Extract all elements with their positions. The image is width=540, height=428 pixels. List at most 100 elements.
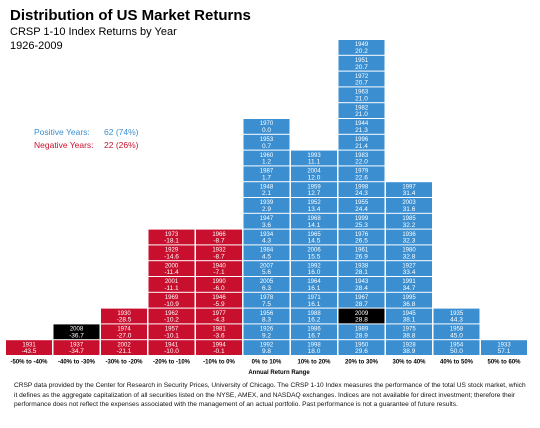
year-label: 1974 <box>117 327 131 333</box>
return-label: 1.2 <box>262 159 271 166</box>
year-label: 1999 <box>355 216 369 222</box>
return-label: 2.1 <box>262 190 271 197</box>
return-label: 28.8 <box>355 317 368 324</box>
year-block-rect <box>386 182 432 197</box>
year-label: 1935 <box>450 311 464 317</box>
year-block: 2008-36.7 <box>53 324 100 340</box>
return-label: 7.5 <box>262 301 271 308</box>
x-tick-label: 40% to 50% <box>440 360 474 366</box>
year-label: 2006 <box>307 248 321 254</box>
year-block-rect <box>148 277 195 292</box>
negative-years-label: Negative Years: <box>34 140 94 150</box>
year-label: 2005 <box>260 279 274 285</box>
return-label: -11.1 <box>164 285 179 292</box>
year-block-rect <box>338 308 385 324</box>
return-label: -8.7 <box>213 253 225 260</box>
return-label: -18.1 <box>164 238 179 245</box>
year-block-rect <box>291 277 337 292</box>
year-block-rect <box>338 324 385 340</box>
year-block-rect <box>53 340 100 355</box>
x-axis-title: Annual Return Range <box>248 370 310 376</box>
year-block-rect <box>243 340 290 355</box>
return-label: 38.8 <box>403 332 416 339</box>
return-label: 13.4 <box>308 206 321 213</box>
x-tick-label: -30% to -20% <box>105 360 143 366</box>
x-tick-label: -10% to 0% <box>203 360 235 366</box>
return-label: 20.7 <box>355 64 368 71</box>
return-label: -43.5 <box>22 348 37 355</box>
year-label: 1931 <box>22 342 36 348</box>
year-block: 1937-34.7 <box>53 340 100 355</box>
return-label: 5.6 <box>262 269 271 276</box>
year-block-rect <box>291 292 337 308</box>
year-block: 1940-7.1 <box>196 261 242 276</box>
year-block: 1931-43.5 <box>6 340 52 355</box>
return-label: 31.4 <box>403 190 416 197</box>
year-label: 1950 <box>355 342 369 348</box>
return-label: 29.6 <box>355 348 368 355</box>
year-block-rect <box>338 213 385 229</box>
year-label: 2003 <box>402 200 416 206</box>
negative-years-stat: Negative Years: 22 (26%) <box>34 140 139 150</box>
return-label: 11.1 <box>308 159 321 166</box>
return-label: -0.1 <box>213 348 225 355</box>
year-block-rect <box>101 324 147 340</box>
chart-period: 1926-2009 <box>10 40 63 52</box>
year-block-rect <box>338 71 385 87</box>
year-label: 1929 <box>165 248 179 254</box>
year-block-rect <box>53 324 100 340</box>
year-label: 1980 <box>402 248 416 254</box>
return-label: 16.7 <box>308 332 321 339</box>
year-block-rect <box>386 229 432 245</box>
return-label: 2.9 <box>262 206 271 213</box>
chart-subtitle: CRSP 1-10 Index Returns by Year <box>10 26 177 38</box>
year-label: 1998 <box>355 184 369 190</box>
year-block: 1990-6.0 <box>196 277 242 292</box>
return-label: 4.5 <box>262 253 271 260</box>
return-label: -4.3 <box>213 317 225 324</box>
x-tick-label: 20% to 30% <box>345 360 379 366</box>
year-block-rect <box>386 277 432 292</box>
return-label: 32.8 <box>403 253 416 260</box>
year-label: 1941 <box>165 342 179 348</box>
year-block: 1930-28.5 <box>101 308 147 324</box>
year-block-rect <box>291 261 337 276</box>
x-tick-label: 0% to 10% <box>252 360 282 366</box>
year-block-rect <box>243 213 290 229</box>
year-block-rect <box>243 324 290 340</box>
year-label: 1967 <box>355 295 369 301</box>
year-label: 1933 <box>497 342 511 348</box>
year-label: 1952 <box>307 200 321 206</box>
return-label: 25.3 <box>355 222 368 229</box>
year-block-rect <box>386 245 432 261</box>
year-label: 1964 <box>307 279 321 285</box>
year-label: 1926 <box>260 327 274 333</box>
return-label: 36.8 <box>403 301 416 308</box>
year-label: 1944 <box>355 121 369 127</box>
return-label: 12.7 <box>308 190 321 197</box>
positive-years-label: Positive Years: <box>34 127 90 137</box>
year-block-rect <box>338 245 385 261</box>
year-block-rect <box>148 308 195 324</box>
year-block: 1957-10.1 <box>148 324 195 339</box>
return-label: 28.4 <box>355 285 368 292</box>
year-block-rect <box>243 292 290 308</box>
year-label: 1989 <box>355 327 369 333</box>
return-label: 34.7 <box>403 285 416 292</box>
year-block-rect <box>291 340 337 355</box>
year-label: 1958 <box>450 327 464 333</box>
